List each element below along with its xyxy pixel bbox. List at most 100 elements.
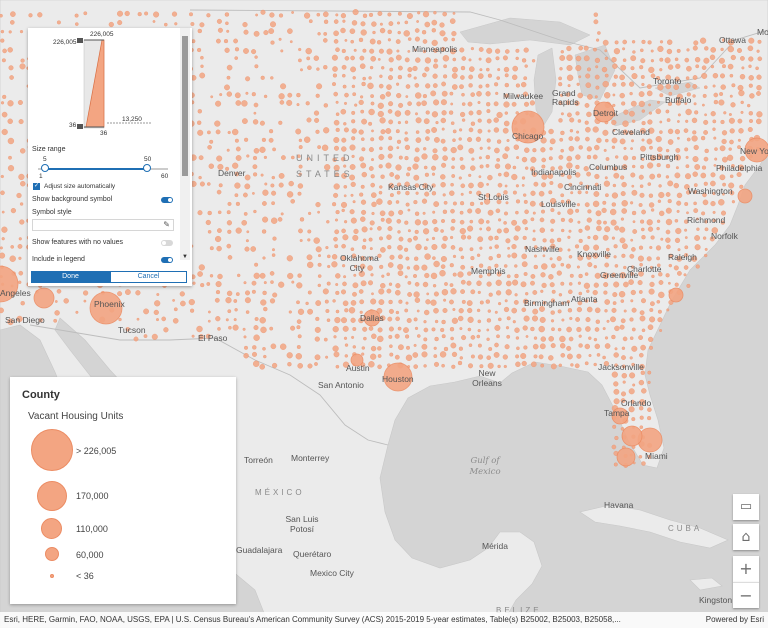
county-symbol — [341, 228, 346, 234]
scroll-down-icon[interactable]: ▼ — [182, 254, 188, 260]
county-symbol — [578, 291, 583, 296]
county-symbol — [386, 234, 392, 240]
county-symbol — [432, 153, 439, 161]
county-symbol — [241, 118, 248, 125]
county-symbol — [704, 113, 707, 117]
county-symbol — [305, 47, 312, 55]
county-symbol — [459, 228, 466, 235]
county-symbol — [560, 281, 565, 286]
county-symbol — [604, 165, 609, 170]
county-symbol — [577, 92, 584, 99]
show-background-toggle[interactable] — [161, 197, 173, 203]
include-legend-toggle[interactable] — [161, 257, 173, 263]
us-canada-border — [189, 9, 768, 89]
county-symbol — [459, 210, 464, 215]
county-symbol — [756, 49, 760, 53]
county-symbol — [748, 64, 752, 69]
county-symbol — [569, 128, 574, 133]
county-symbol — [361, 346, 365, 350]
county-symbol — [344, 39, 348, 42]
county-symbol — [452, 272, 457, 277]
county-symbol — [83, 11, 88, 16]
county-symbol — [332, 202, 337, 207]
county-symbol — [245, 310, 250, 314]
county-symbol — [704, 85, 708, 89]
done-button[interactable]: Done — [31, 271, 110, 283]
county-symbol — [728, 147, 732, 151]
symbol-style-field[interactable]: ✎ — [32, 219, 174, 231]
county-symbol — [421, 351, 428, 358]
county-symbol — [638, 202, 643, 207]
slider-high-handle[interactable] — [143, 164, 151, 172]
lake-superior — [459, 17, 591, 46]
county-symbol — [505, 326, 510, 330]
county-symbol — [241, 219, 247, 226]
county-symbol — [684, 184, 690, 190]
county-symbol — [585, 126, 591, 133]
legend-label-max: > 226,005 — [76, 446, 117, 456]
county-symbol — [506, 138, 510, 142]
county-symbol — [315, 300, 322, 306]
county-symbol — [561, 228, 565, 233]
county-symbol — [198, 175, 202, 180]
county-symbol — [496, 157, 500, 162]
cancel-button[interactable]: Cancel — [110, 271, 187, 283]
county-symbol — [540, 363, 545, 368]
county-symbol — [325, 246, 329, 250]
home-icon: ⌂ — [741, 529, 751, 545]
city-new-orleans: New Orleans — [472, 368, 502, 388]
county-symbol — [588, 336, 592, 340]
home-button[interactable]: ⌂ — [733, 524, 759, 550]
county-symbol — [613, 48, 621, 55]
county-symbol — [620, 217, 624, 221]
county-symbol — [371, 211, 375, 216]
basemap-button[interactable]: ▭ — [733, 494, 759, 520]
scrollbar-thumb[interactable] — [182, 36, 188, 176]
county-symbol — [560, 172, 565, 177]
county-symbol — [235, 100, 242, 106]
powered-by-esri[interactable]: Powered by Esri — [705, 615, 764, 624]
county-symbol — [287, 92, 293, 98]
county-symbol — [251, 49, 257, 55]
county-symbol — [487, 73, 492, 78]
county-symbol — [395, 310, 400, 315]
legend-label-min: < 36 — [76, 571, 94, 581]
adjust-size-checkbox[interactable]: ✓ — [33, 183, 40, 190]
county-symbol — [476, 190, 482, 196]
show-no-values-toggle[interactable] — [161, 240, 173, 246]
county-symbol — [377, 226, 382, 231]
county-symbol — [539, 306, 545, 312]
county-symbol — [439, 270, 446, 277]
county-symbol — [415, 243, 422, 251]
county-symbol — [387, 200, 393, 205]
county-symbol — [574, 244, 580, 249]
size-range-slider[interactable] — [38, 164, 168, 172]
county-symbol — [721, 38, 726, 42]
county-symbol — [431, 243, 438, 250]
county-symbol — [629, 253, 635, 259]
county-symbol — [207, 144, 212, 150]
county-symbol — [739, 155, 746, 162]
slider-low-handle[interactable] — [41, 164, 49, 172]
county-symbol — [541, 173, 548, 180]
county-symbol — [416, 20, 419, 23]
county-symbol — [495, 56, 500, 61]
county-symbol — [596, 137, 602, 144]
county-symbol — [641, 138, 645, 142]
county-symbol — [207, 210, 212, 216]
county-symbol — [578, 238, 583, 243]
zoom-out-button[interactable]: − — [733, 582, 759, 608]
county-symbol — [297, 273, 302, 278]
county-symbol — [404, 220, 409, 225]
zoom-in-button[interactable]: + — [733, 556, 759, 582]
county-symbol — [20, 58, 25, 63]
county-symbol — [514, 264, 518, 268]
county-symbol — [593, 362, 597, 367]
size-histogram[interactable] — [28, 28, 188, 168]
county-symbol — [584, 343, 590, 350]
county-symbol — [353, 273, 357, 277]
county-symbol — [422, 11, 430, 18]
panel-scrollbar[interactable] — [180, 28, 190, 260]
pencil-icon[interactable]: ✎ — [163, 220, 170, 229]
county-symbol — [153, 309, 159, 316]
